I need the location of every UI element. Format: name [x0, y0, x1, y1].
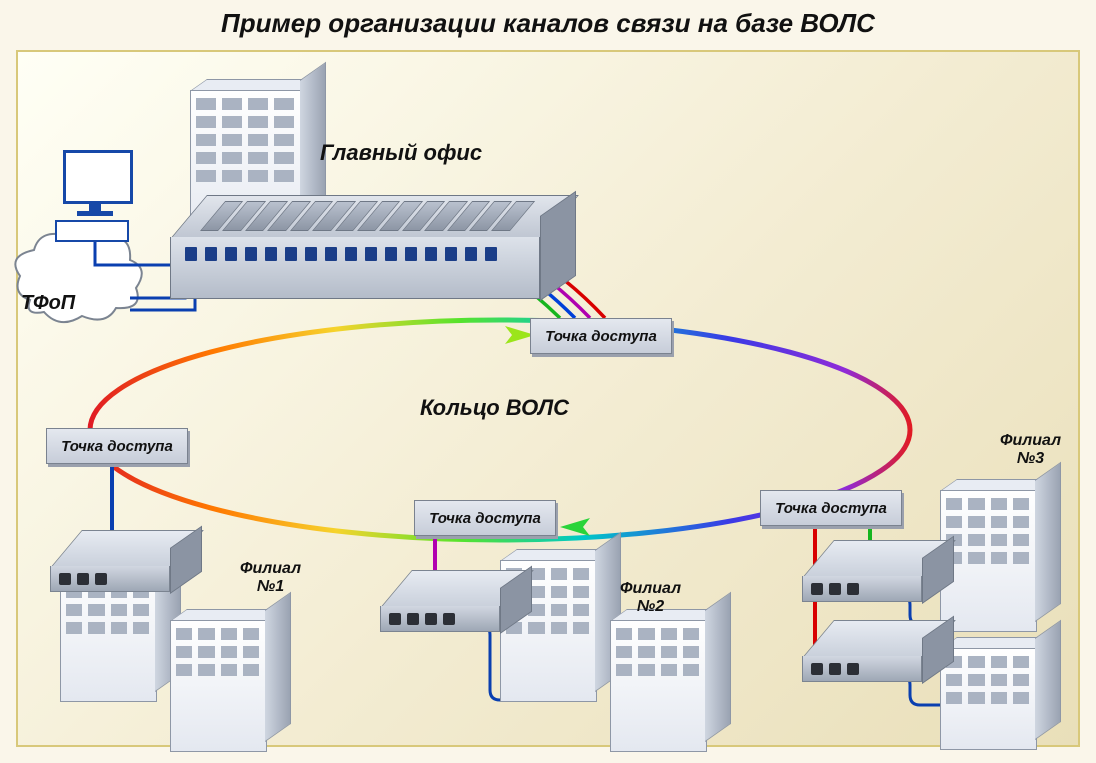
ring-label: Кольцо ВОЛС	[420, 395, 569, 421]
branch3-building-a-icon	[940, 490, 1035, 630]
access-point-left: Точка доступа	[46, 428, 188, 464]
branch1-label: Филиал№1	[240, 560, 301, 597]
main-office-label: Главный офис	[320, 140, 482, 166]
branch3-label: Филиал№3	[1000, 432, 1061, 469]
pstn-cloud: ТФоП	[15, 260, 155, 350]
workstation-icon	[55, 150, 145, 240]
core-rack-icon	[170, 195, 540, 305]
diagram-title: Пример организации каналов связи на базе…	[0, 8, 1096, 39]
access-point-right: Точка доступа	[760, 490, 902, 526]
pstn-label: ТФоП	[15, 292, 141, 315]
access-point-mid: Точка доступа	[414, 500, 556, 536]
branch3-building-b-icon	[940, 648, 1035, 748]
branch1-building-b-icon	[170, 620, 265, 750]
branch2-building-b-icon	[610, 620, 705, 750]
access-point-top: Точка доступа	[530, 318, 672, 354]
branch2-label: Филиал№2	[620, 580, 681, 617]
